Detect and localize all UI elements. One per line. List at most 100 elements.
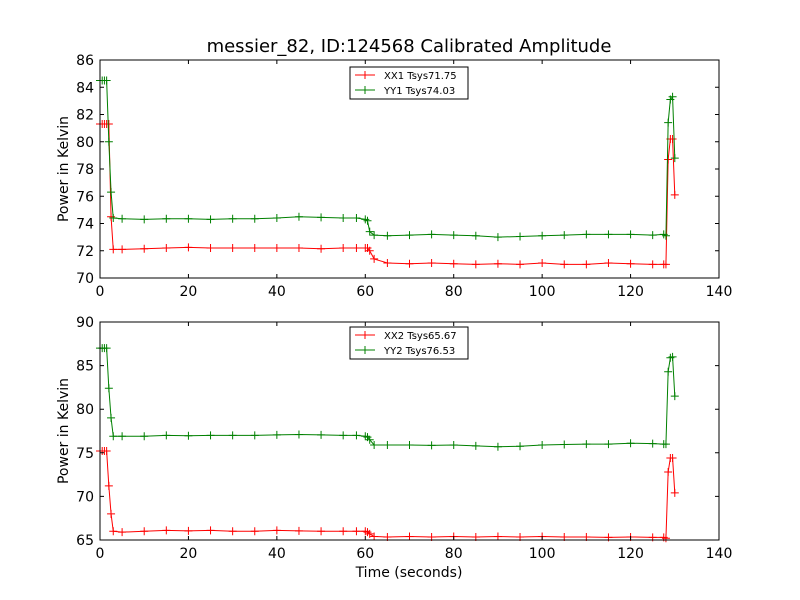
data-point	[352, 527, 361, 536]
data-point	[604, 259, 613, 268]
data-point	[370, 231, 379, 240]
y-tick-label: 80	[76, 402, 94, 418]
data-point	[352, 244, 361, 253]
data-point	[339, 244, 348, 253]
data-point	[104, 120, 113, 129]
y-tick-label: 84	[76, 80, 94, 96]
data-point	[405, 259, 414, 268]
data-point	[317, 244, 326, 253]
data-point	[206, 431, 215, 440]
data-point	[449, 259, 458, 268]
data-point	[405, 231, 414, 240]
data-point	[427, 441, 436, 450]
y-tick-label: 78	[76, 162, 94, 178]
data-point	[668, 135, 677, 144]
data-point	[272, 430, 281, 439]
y-tick-label: 70	[76, 271, 94, 287]
data-point	[383, 259, 392, 268]
legend: XX1 Tsys71.75 YY1 Tsys74.03	[349, 66, 469, 100]
legend-marker	[361, 346, 369, 354]
data-point	[250, 214, 259, 223]
data-point	[626, 259, 635, 268]
data-point	[118, 214, 127, 223]
y-tick-label: 86	[76, 53, 94, 69]
series-2	[96, 76, 679, 242]
data-point	[363, 528, 372, 537]
data-point	[109, 214, 118, 223]
data-point	[405, 532, 414, 541]
data-point	[670, 392, 679, 401]
x-tick-label: 0	[96, 284, 105, 300]
data-point	[626, 439, 635, 448]
data-point	[370, 440, 379, 449]
data-point	[184, 214, 193, 223]
data-point	[109, 245, 118, 254]
data-point	[516, 232, 525, 241]
data-point	[661, 231, 670, 240]
data-point	[516, 442, 525, 451]
data-point	[184, 431, 193, 440]
y-tick-label: 90	[76, 315, 94, 331]
x-tick-label: 20	[180, 546, 198, 562]
axes-frame	[99, 321, 720, 541]
data-point	[107, 212, 116, 221]
data-point	[582, 440, 591, 449]
data-point	[538, 231, 547, 240]
top-y-axis-label: Power in Kelvin	[56, 116, 72, 222]
data-point	[604, 440, 613, 449]
data-point	[582, 260, 591, 269]
data-point	[668, 454, 677, 463]
legend-entry: YY1 Tsys74.03	[383, 86, 455, 97]
legend: XX2 Tsys65.67 YY2 Tsys76.53	[349, 326, 469, 360]
data-point	[102, 447, 111, 456]
data-point	[102, 344, 111, 353]
data-point	[493, 259, 502, 268]
legend-marker	[361, 71, 369, 79]
data-point	[294, 526, 303, 535]
data-point	[317, 430, 326, 439]
data-point	[294, 212, 303, 221]
data-point	[664, 118, 673, 127]
data-point	[626, 230, 635, 239]
x-tick-label: 140	[706, 284, 733, 300]
data-point	[661, 440, 670, 449]
data-point	[538, 259, 547, 268]
data-point	[272, 244, 281, 253]
data-point	[365, 529, 374, 538]
data-point	[104, 137, 113, 146]
x-tick-label: 80	[445, 284, 463, 300]
data-point	[250, 244, 259, 253]
x-tick-label: 40	[268, 546, 286, 562]
data-point	[661, 260, 670, 269]
data-point	[206, 244, 215, 253]
data-point	[104, 481, 113, 490]
data-point	[370, 532, 379, 541]
data-point	[370, 254, 379, 263]
data-point	[294, 244, 303, 253]
data-point	[648, 231, 657, 240]
y-tick-label: 85	[76, 359, 94, 375]
data-point	[648, 260, 657, 269]
data-point	[668, 352, 677, 361]
data-point	[352, 214, 361, 223]
data-point	[383, 440, 392, 449]
data-point	[471, 231, 480, 240]
data-point	[493, 233, 502, 242]
series-line	[100, 79, 676, 238]
data-point	[140, 432, 149, 441]
data-point	[250, 431, 259, 440]
data-point	[449, 231, 458, 240]
data-point	[118, 528, 127, 537]
legend-entry: YY2 Tsys76.53	[383, 346, 455, 357]
data-point	[405, 440, 414, 449]
data-point	[107, 413, 116, 422]
data-point	[560, 260, 569, 269]
data-point	[604, 230, 613, 239]
bottom-y-axis-label: Power in Kelvin	[56, 378, 72, 484]
data-point	[109, 432, 118, 441]
x-tick-label: 120	[617, 546, 644, 562]
data-point	[104, 384, 113, 393]
data-point	[317, 213, 326, 222]
x-tick-label: 100	[529, 284, 556, 300]
series-line	[100, 450, 676, 539]
